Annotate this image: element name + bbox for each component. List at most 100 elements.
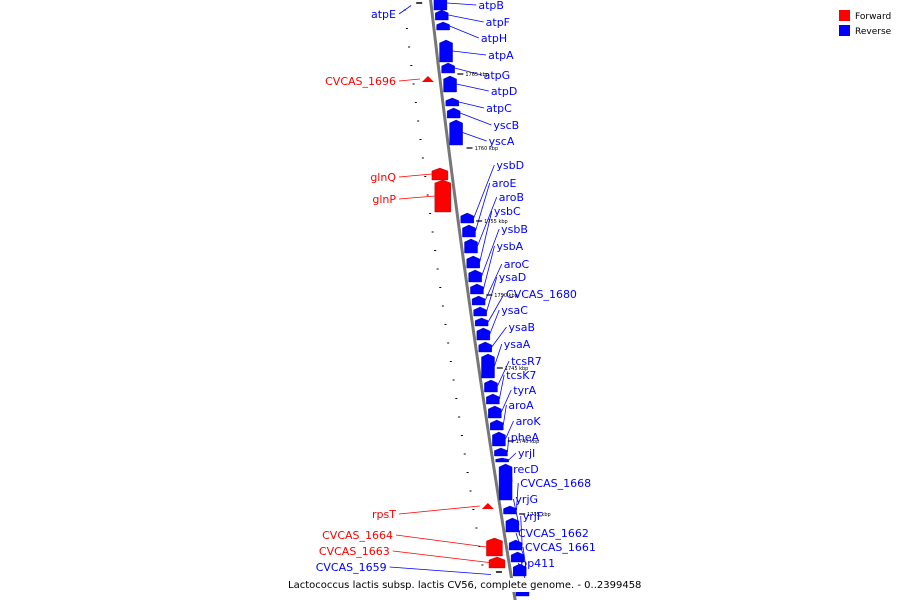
leader-line [516,482,519,511]
gene-block-cvcas-1680[interactable] [474,317,489,327]
gene-label-atpe[interactable]: atpE [371,8,396,21]
gene-label-atpc[interactable]: atpC [486,102,512,115]
gene-block-ysbc[interactable] [466,255,480,269]
gene-block-recd[interactable] [498,463,513,501]
gene-label-aroe[interactable]: aroE [492,177,517,190]
gene-label-tcsk7[interactable]: tcsK7 [506,369,536,382]
gene-block-arok[interactable] [492,431,506,447]
genome-backbone [429,0,517,600]
gene-label-phea[interactable]: pheA [511,431,540,444]
gene-label-rpst[interactable]: rpsT [372,508,396,521]
gene-block-aroc[interactable] [471,295,486,306]
gene-label-ysaa[interactable]: ysaA [504,338,531,351]
leader-line [452,50,487,56]
gene-block-phea[interactable] [494,447,508,457]
gene-label-atpg[interactable]: atpG [484,69,511,82]
gene-block-tcsr7[interactable] [484,379,498,393]
gene-block-ysba[interactable] [470,283,484,295]
gene-label-yrjg[interactable]: yrjG [515,493,538,506]
gene-label-cvcas-1668[interactable]: CVCAS_1668 [520,477,591,490]
leader-line [489,309,500,335]
gene-label-tcsr7[interactable]: tcsR7 [511,355,542,368]
gene-block-aroe[interactable] [462,224,476,238]
gene-label-recd[interactable]: recD [513,463,539,476]
gene-block-atpd[interactable] [443,75,457,93]
gene-label-ysab[interactable]: ysaB [509,321,536,334]
gene-label-ysba[interactable]: ysbA [496,240,523,253]
legend-reverse-swatch [839,25,850,36]
gene-block-glnq[interactable] [431,167,449,181]
gene-label-atpa[interactable]: atpA [488,49,514,62]
leader-line [522,546,527,571]
gene-block-arob[interactable] [464,238,478,254]
gene-block-ysad[interactable] [473,306,487,317]
gene-label-atpb[interactable]: atpB [478,0,504,12]
gene-label-ysac[interactable]: ysaC [501,304,528,317]
gene-block-tyra[interactable] [488,405,502,419]
gene-block-yscb[interactable] [446,107,461,119]
leader-line [477,196,498,247]
gene-block-cvcas-1668[interactable] [503,505,517,515]
gene-block-cvcas-1664[interactable] [486,537,503,557]
gene-block-atpf[interactable] [435,9,449,21]
gene-label-ysbc[interactable]: ysbC [494,205,521,218]
gene-label-yrjf[interactable]: yrjF [523,510,543,523]
gene-block-tcsk7[interactable] [486,393,500,405]
gene-label-ysca[interactable]: yscA [489,135,515,148]
gene-label-atph[interactable]: atpH [481,32,507,45]
gene-label-cvcas-1662[interactable]: CVCAS_1662 [518,527,589,540]
gene-label-cvcas-1696[interactable]: CVCAS_1696 [325,75,396,88]
gene-label-arob[interactable]: aroB [499,191,524,204]
gene-label-arok[interactable]: aroK [516,415,542,428]
gene-block-glnp[interactable] [434,179,452,213]
gene-block-atph[interactable] [436,21,450,31]
gene-block-ysbd[interactable] [460,212,474,224]
gene-block-atpc[interactable] [445,97,459,107]
gene-block-ysac[interactable] [476,327,491,341]
gene-block-cvcas-1662[interactable] [510,551,525,563]
gene-label-atpf[interactable]: atpF [486,16,510,29]
gene-block-yrjg[interactable] [505,517,520,533]
scale-tick-label: 1765 kbp [465,72,489,78]
gene-block-atpb[interactable] [433,0,448,11]
gene-block-atpg[interactable] [441,62,455,74]
gene-block-yrji[interactable] [495,457,509,463]
gene-block-ysab[interactable] [478,341,492,353]
gene-block-ysaa[interactable] [481,353,495,379]
gene-label-pp411[interactable]: pp411 [520,557,555,570]
gene-label-glnq[interactable]: glnQ [370,171,396,184]
leader-line [389,566,491,575]
gene-label-ysad[interactable]: ysaD [499,271,526,284]
gene-label-cvcas-1680[interactable]: CVCAS_1680 [506,288,577,301]
leader-line [446,2,477,6]
leader-line [483,245,495,290]
leader-line [473,164,495,219]
leader-line [448,14,484,23]
gene-block-rpst[interactable] [481,503,494,509]
leader-line [520,515,523,546]
gene-label-cvcas-1659[interactable]: CVCAS_1659 [316,561,387,574]
gene-label-aroc[interactable]: aroC [504,258,530,271]
gene-label-aroa[interactable]: aroA [508,399,534,412]
gene-label-cvcas-1664[interactable]: CVCAS_1664 [322,529,393,542]
gene-label-ysbd[interactable]: ysbD [496,159,524,172]
gene-block-ysbb[interactable] [468,269,482,283]
gene-label-yscb[interactable]: yscB [493,119,519,132]
gene-block-aroa[interactable] [490,419,504,431]
gene-label-atpd[interactable]: atpD [491,85,518,98]
gene-block-cvcas-1696[interactable] [421,76,434,82]
leader-line [398,78,420,82]
gene-block-cvcas-1663[interactable] [488,556,506,569]
gene-label-cvcas-1663[interactable]: CVCAS_1663 [319,545,390,558]
gene-label-tyra[interactable]: tyrA [513,384,536,397]
gene-label-yrji[interactable]: yrjI [518,447,535,460]
gene-label-glnp[interactable]: glnP [372,193,396,206]
gene-label-ysbb[interactable]: ysbB [501,223,528,236]
leader-line [513,498,520,526]
gene-labels: atpB atpF atpH atpA atpG atpD atpC yscB yscA ysbD… [316,0,596,574]
legend-reverse-label: Reverse [855,27,892,37]
gene-block-atpa[interactable] [439,39,453,63]
leader-line [486,276,498,312]
gene-block-ysca[interactable] [449,119,463,146]
gene-label-cvcas-1661[interactable]: CVCAS_1661 [525,541,596,554]
